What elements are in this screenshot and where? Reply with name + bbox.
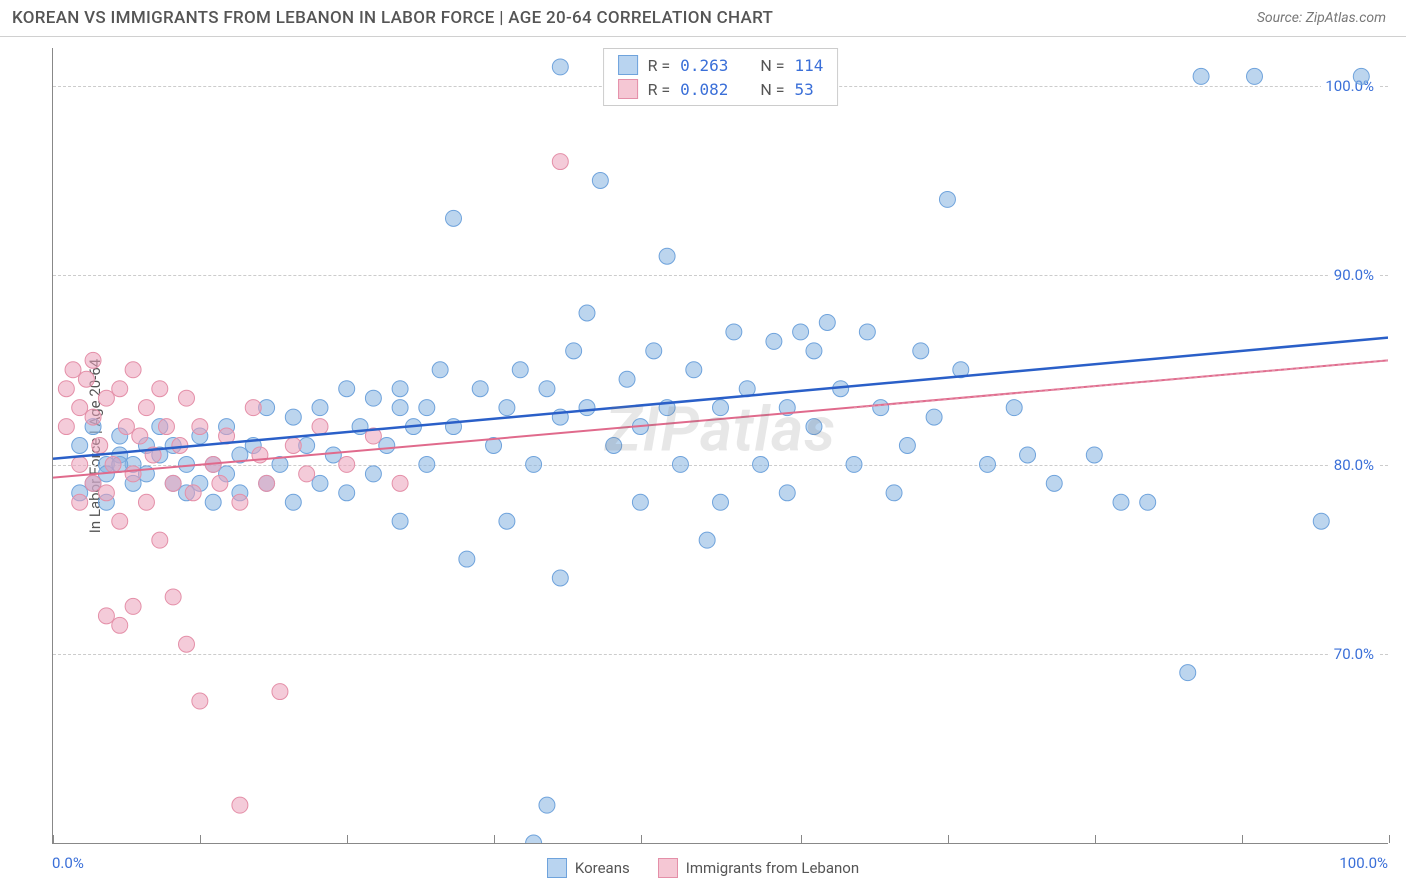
r-value: 0.263	[680, 56, 728, 75]
r-value: 0.082	[680, 80, 728, 99]
legend-stat-row: R = 0.263 N = 114	[618, 53, 824, 77]
scatter-svg	[53, 48, 1388, 843]
chart-title: KOREAN VS IMMIGRANTS FROM LEBANON IN LAB…	[12, 8, 773, 28]
legend-series-item: Immigrants from Lebanon	[658, 858, 859, 878]
plot-area: ZIPatlas R = 0.263 N = 114 R = 0.082 N =…	[52, 48, 1388, 844]
x-tick-max: 100.0%	[1339, 854, 1388, 872]
source-attribution: Source: ZipAtlas.com	[1257, 10, 1386, 26]
legend-series-label: Immigrants from Lebanon	[686, 859, 859, 877]
legend-swatch	[618, 55, 638, 75]
correlation-legend: R = 0.263 N = 114 R = 0.082 N = 53	[603, 48, 839, 106]
n-label: N =	[760, 56, 784, 75]
r-label: R =	[648, 56, 671, 75]
chart-header: KOREAN VS IMMIGRANTS FROM LEBANON IN LAB…	[0, 0, 1406, 37]
legend-series-label: Koreans	[575, 859, 630, 877]
legend-swatch	[547, 858, 567, 878]
legend-swatch	[658, 858, 678, 878]
series-legend: Koreans Immigrants from Lebanon	[0, 858, 1406, 878]
r-label: R =	[648, 80, 671, 99]
n-value: 53	[795, 80, 814, 99]
x-tick-min: 0.0%	[52, 854, 84, 872]
x-tick-mark	[1389, 835, 1390, 843]
n-label: N =	[760, 80, 784, 99]
legend-series-item: Koreans	[547, 858, 630, 878]
legend-swatch	[618, 79, 638, 99]
n-value: 114	[795, 56, 824, 75]
legend-stat-row: R = 0.082 N = 53	[618, 77, 824, 101]
